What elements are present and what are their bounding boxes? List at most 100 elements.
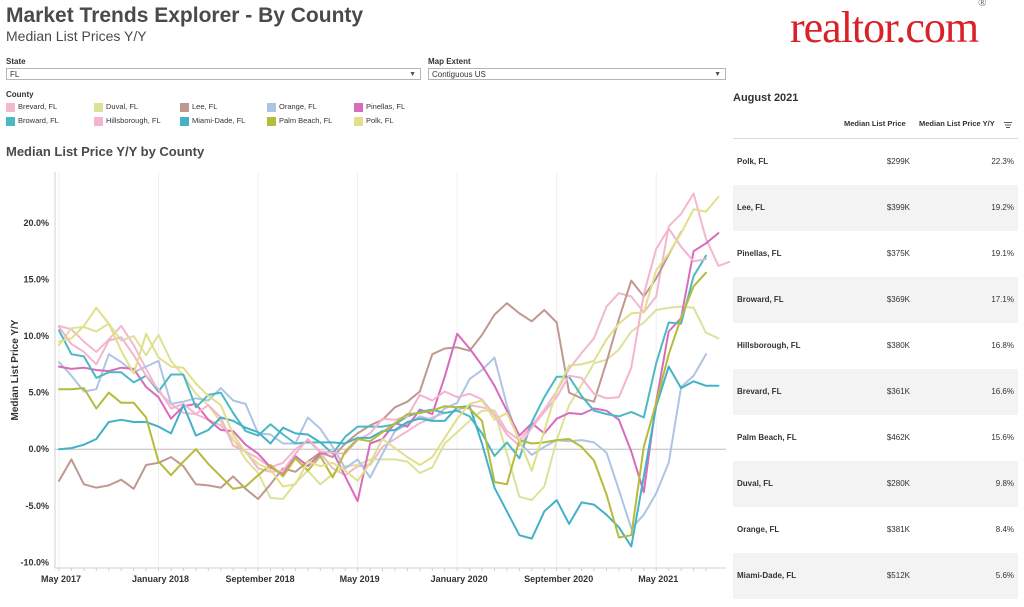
chevron-down-icon: ▼ [714, 71, 721, 78]
table-row[interactable]: Pinellas, FL $375K 19.1% [733, 231, 1018, 277]
pct-cell: 16.6% [991, 387, 1014, 396]
legend-label: Polk, FL [366, 116, 394, 125]
sort-icon[interactable] [1004, 121, 1012, 129]
column-header-pct[interactable]: Median List Price Y/Y [919, 119, 995, 128]
app-subtitle: Median List Prices Y/Y [6, 28, 147, 44]
pct-cell: 22.3% [991, 157, 1014, 166]
legend-label: Broward, FL [18, 116, 59, 125]
series-line [58, 353, 707, 530]
legend-label: Hillsborough, FL [106, 116, 161, 125]
legend-item[interactable]: Hillsborough, FL [94, 116, 161, 126]
legend-item[interactable]: Palm Beach, FL [267, 116, 332, 126]
extent-select-value: Contiguous US [432, 70, 486, 79]
county-cell: Broward, FL [737, 295, 784, 304]
legend-swatch [94, 102, 103, 112]
legend-swatch [6, 116, 15, 126]
x-tick-label: January 2020 [431, 574, 488, 584]
legend-item[interactable]: Miami-Dade, FL [180, 116, 245, 126]
legend-label: Orange, FL [279, 102, 317, 111]
state-select[interactable]: FL ▼ [6, 68, 421, 80]
table-row[interactable]: Orange, FL $381K 8.4% [733, 507, 1018, 553]
legend-item[interactable]: Brevard, FL [6, 102, 57, 112]
county-cell: Polk, FL [737, 157, 769, 166]
legend-label: Pinellas, FL [366, 102, 406, 111]
line-chart: -10.0% -5.0% 0.0% 5.0% 10.0% 15.0% 20.0% May 20… [10, 172, 730, 584]
price-cell: $375K [886, 249, 910, 258]
state-filter-label: State [6, 57, 26, 66]
series-line [58, 227, 707, 473]
y-tick-label: 20.0% [23, 218, 49, 228]
table-date: August 2021 [733, 92, 799, 104]
legend-item[interactable]: Orange, FL [267, 102, 317, 112]
y-tick-label: 15.0% [23, 274, 49, 284]
table-row[interactable]: Lee, FL $399K 19.2% [733, 185, 1018, 231]
legend-swatch [354, 102, 363, 112]
price-cell: $399K [886, 203, 910, 212]
extent-select[interactable]: Contiguous US ▼ [428, 68, 726, 80]
legend-item[interactable]: Duval, FL [94, 102, 138, 112]
table-row[interactable]: Duval, FL $280K 9.8% [733, 461, 1018, 507]
county-cell: Pinellas, FL [737, 249, 782, 258]
legend-item[interactable]: Pinellas, FL [354, 102, 405, 112]
county-cell: Orange, FL [737, 525, 780, 534]
legend-item[interactable]: Lee, FL [180, 102, 217, 112]
table-row[interactable]: Broward, FL $369K 17.1% [733, 277, 1018, 323]
series-line [58, 254, 707, 460]
series-line [58, 271, 707, 539]
pct-cell: 15.6% [991, 433, 1014, 442]
y-tick-label: 0.0% [28, 444, 49, 454]
chart-title: Median List Price Y/Y by County [6, 144, 205, 159]
legend-swatch [180, 102, 189, 112]
county-cell: Palm Beach, FL [737, 433, 797, 442]
price-cell: $512K [886, 571, 910, 580]
pct-cell: 9.8% [995, 479, 1014, 488]
legend-swatch [180, 116, 189, 126]
legend-label: Palm Beach, FL [279, 116, 333, 125]
y-tick-label: -10.0% [20, 557, 49, 567]
price-cell: $361K [886, 387, 910, 396]
table-row[interactable]: Miami-Dade, FL $512K 5.6% [733, 553, 1018, 599]
county-cell: Miami-Dade, FL [737, 571, 797, 580]
state-select-value: FL [10, 70, 20, 79]
legend-item[interactable]: Broward, FL [6, 116, 59, 126]
table-divider [733, 138, 1018, 139]
x-tick-label: September 2018 [226, 574, 295, 584]
pct-cell: 5.6% [995, 571, 1014, 580]
legend-label: Duval, FL [106, 102, 139, 111]
x-tick-label: May 2019 [340, 574, 380, 584]
chevron-down-icon: ▼ [409, 71, 416, 78]
price-cell: $280K [886, 479, 910, 488]
county-cell: Brevard, FL [737, 387, 782, 396]
legend-swatch [267, 102, 276, 112]
legend-label: Miami-Dade, FL [192, 116, 246, 125]
table-row[interactable]: Brevard, FL $361K 16.6% [733, 369, 1018, 415]
series-line [58, 365, 720, 548]
legend-item[interactable]: Polk, FL [354, 116, 394, 126]
legend-label: Brevard, FL [18, 102, 58, 111]
brand-name: realtor.com [790, 3, 979, 52]
brand-mark: ® [978, 0, 986, 10]
table-row[interactable]: Hillsborough, FL $380K 16.8% [733, 323, 1018, 369]
column-header-price[interactable]: Median List Price [844, 119, 906, 128]
pct-cell: 17.1% [991, 295, 1014, 304]
brand-logo[interactable]: realtor.com® [790, 0, 987, 53]
app-title: Market Trends Explorer - By County [6, 4, 364, 27]
y-tick-label: 10.0% [23, 331, 49, 341]
legend-swatch [354, 116, 363, 126]
extent-filter-label: Map Extent [428, 57, 471, 66]
legend-swatch [94, 116, 103, 126]
price-cell: $369K [886, 295, 910, 304]
x-tick-label: May 2021 [638, 574, 678, 584]
series-line [58, 195, 720, 488]
pct-cell: 19.1% [991, 249, 1014, 258]
price-cell: $380K [886, 341, 910, 350]
legend-label: Lee, FL [192, 102, 218, 111]
table-row[interactable]: Palm Beach, FL $462K 15.6% [733, 415, 1018, 461]
x-tick-label: September 2020 [524, 574, 593, 584]
legend-swatch [267, 116, 276, 126]
table-row[interactable]: Polk, FL $299K 22.3% [733, 139, 1018, 185]
county-cell: Lee, FL [737, 203, 766, 212]
y-tick-label: -5.0% [25, 501, 49, 511]
y-tick-label: 5.0% [28, 388, 49, 398]
pct-cell: 16.8% [991, 341, 1014, 350]
